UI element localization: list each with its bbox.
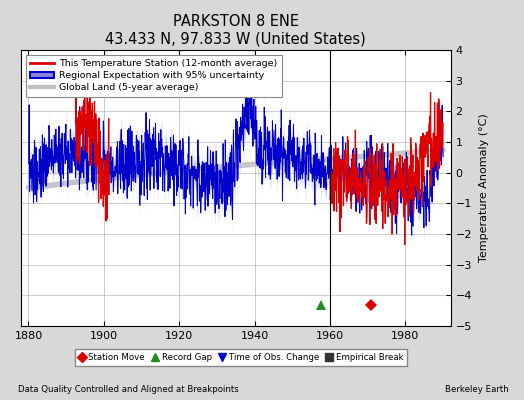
Title: PARKSTON 8 ENE
43.433 N, 97.833 W (United States): PARKSTON 8 ENE 43.433 N, 97.833 W (Unite… (105, 14, 366, 46)
Legend: This Temperature Station (12-month average), Regional Expectation with 95% uncer: This Temperature Station (12-month avera… (26, 55, 282, 97)
Text: Data Quality Controlled and Aligned at Breakpoints: Data Quality Controlled and Aligned at B… (18, 385, 239, 394)
Legend: Station Move, Record Gap, Time of Obs. Change, Empirical Break: Station Move, Record Gap, Time of Obs. C… (75, 349, 407, 366)
Y-axis label: Temperature Anomaly (°C): Temperature Anomaly (°C) (479, 114, 489, 262)
Text: Berkeley Earth: Berkeley Earth (444, 385, 508, 394)
